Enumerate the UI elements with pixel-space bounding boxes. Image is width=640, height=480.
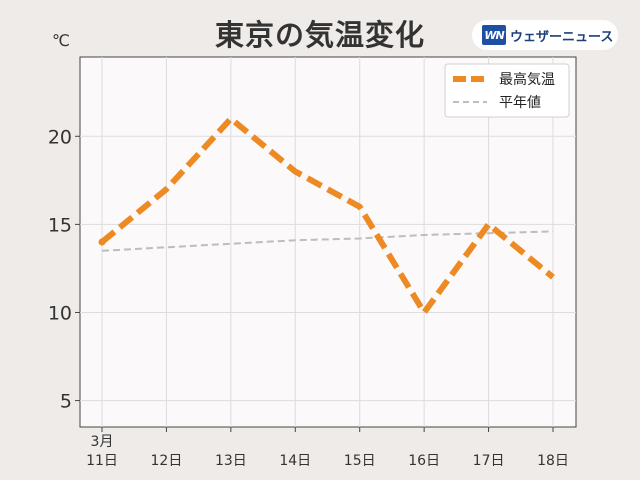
- series-line-normal: [101, 230, 554, 252]
- x-axis: 11日 12日 13日 14日 15日 16日 17日 18日: [86, 427, 569, 469]
- brand-logo: WN ウェザーニュース: [472, 20, 618, 50]
- x-tick-label: 14日: [279, 453, 311, 469]
- x-tick-label: 15日: [344, 453, 376, 469]
- series-line-max-temp: [100, 115, 555, 316]
- legend-label-normal: 平年値: [499, 95, 541, 111]
- x-month-label: 3月: [91, 434, 114, 450]
- brand-name: ウェザーニュース: [510, 29, 614, 45]
- data-point-max-temp: [98, 238, 106, 246]
- brand-mark-icon: WN: [482, 25, 506, 45]
- legend-label-max-temp: 最高気温: [499, 71, 555, 88]
- y-axis-unit: ℃: [52, 31, 70, 50]
- y-tick-label: 5: [60, 391, 72, 413]
- x-tick-label: 13日: [215, 453, 247, 469]
- legend: 最高気温 平年値: [444, 63, 570, 118]
- x-tick-label: 17日: [473, 453, 505, 469]
- plot-area: [79, 56, 577, 428]
- x-tick-label: 18日: [537, 453, 569, 469]
- x-tick-label: 16日: [408, 453, 440, 469]
- y-tick-label: 15: [48, 214, 72, 236]
- x-tick-label: 11日: [86, 453, 118, 469]
- series-layer: [98, 115, 555, 316]
- y-axis: 5 10 15 20: [48, 126, 80, 413]
- x-tick-label: 12日: [151, 453, 183, 469]
- chart-title: 東京の気温変化: [214, 18, 425, 52]
- y-tick-label: 20: [48, 126, 72, 148]
- y-tick-label: 10: [48, 302, 72, 324]
